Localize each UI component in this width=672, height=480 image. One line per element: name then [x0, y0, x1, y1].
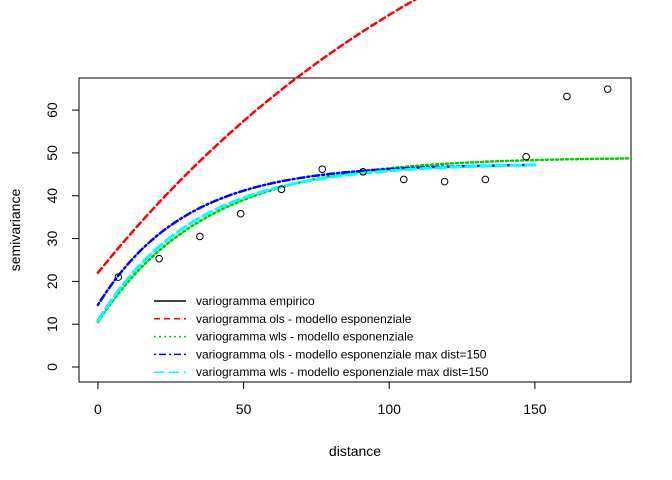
- data-point: [318, 165, 327, 173]
- legend-label: variogramma ols - modello esponenziale m…: [196, 347, 487, 361]
- y-axis: 0 10 20 30 40 50 60: [44, 102, 80, 371]
- model-lines: [96, 0, 633, 324]
- data-point: [236, 209, 245, 218]
- data-point: [440, 177, 449, 186]
- series-line: [96, 163, 537, 307]
- data-point: [563, 92, 571, 101]
- y-tick-label: 40: [44, 188, 60, 204]
- legend: variogramma empirico variogramma ols - mo…: [154, 294, 489, 379]
- legend-label: variogramma wls - modello esponenziale m…: [196, 365, 489, 379]
- empirical-points: [114, 85, 612, 281]
- series-line: [96, 0, 418, 275]
- y-tick-label: 0: [44, 363, 60, 371]
- y-tick-label: 50: [44, 145, 60, 161]
- x-axis: 0 50 100 150: [94, 381, 547, 417]
- x-tick-label: 150: [523, 401, 547, 417]
- data-point: [114, 273, 123, 281]
- x-tick-label: 100: [378, 401, 402, 417]
- x-axis-title: distance: [329, 443, 381, 459]
- data-point: [399, 175, 408, 184]
- y-tick-label: 30: [44, 231, 60, 247]
- x-tick-label: 50: [236, 401, 252, 417]
- data-point: [359, 167, 367, 176]
- x-tick-label: 0: [94, 401, 102, 417]
- y-axis-title: semivariance: [7, 189, 23, 272]
- y-tick-label: 20: [44, 273, 60, 289]
- data-point: [196, 232, 204, 241]
- legend-label: variogramma ols - modello esponenziale: [196, 312, 412, 326]
- data-point: [522, 152, 530, 161]
- data-point: [277, 185, 286, 194]
- y-tick-label: 10: [44, 316, 60, 332]
- series-line: [96, 163, 537, 323]
- data-point: [481, 175, 490, 184]
- legend-label: variogramma empirico: [196, 294, 315, 308]
- data-point: [155, 254, 163, 263]
- y-tick-label: 60: [44, 102, 60, 118]
- data-point: [603, 85, 612, 93]
- legend-label: variogramma wls - modello esponenziale: [196, 330, 414, 344]
